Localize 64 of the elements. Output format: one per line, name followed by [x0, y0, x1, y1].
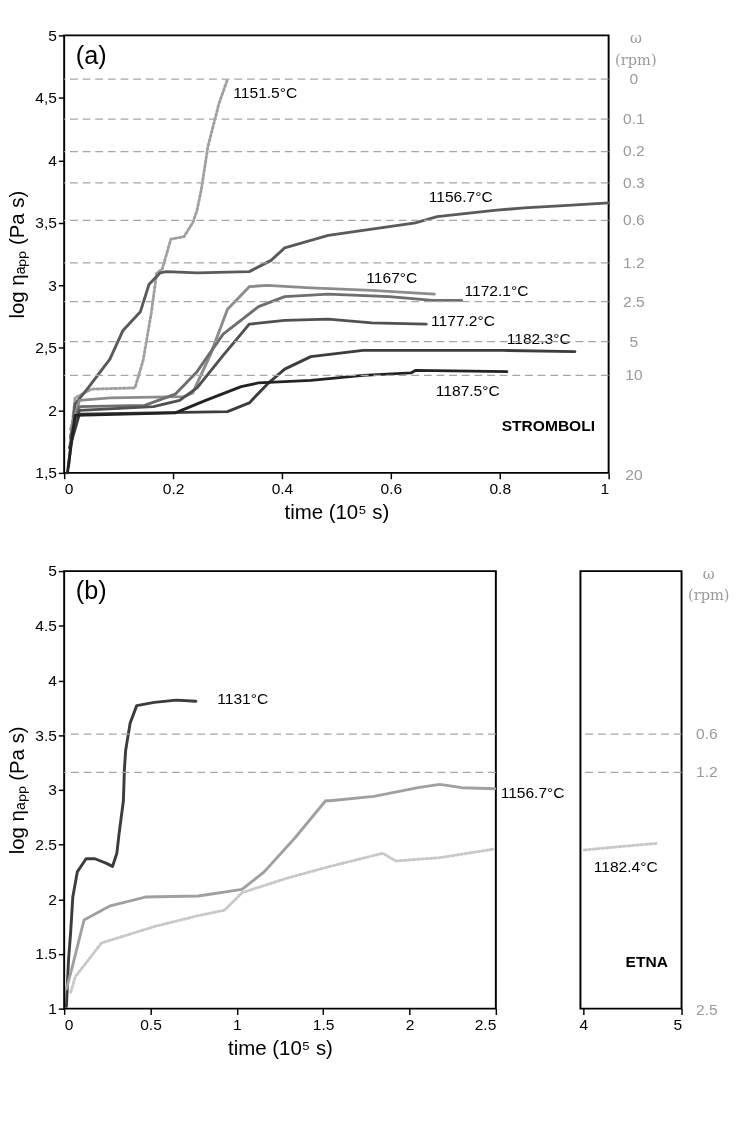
series-label: 1182.4°C	[593, 857, 658, 875]
x-tick-label: 2	[405, 1015, 415, 1033]
y-tick-label: 4,5	[35, 89, 57, 107]
x-tick-label: 0	[64, 1015, 74, 1033]
text: 0.2	[623, 142, 645, 160]
x-tick-label: 0.4	[271, 479, 294, 497]
series-label: 1182.3°C	[506, 329, 571, 347]
y-tick-label: 2	[48, 401, 57, 419]
x-axis-title: time (10⁵ s)	[228, 1036, 333, 1059]
y-tick-label: 4.5	[35, 617, 57, 635]
x-tick-label: 0.2	[162, 479, 185, 497]
series-label: 1177.2°C	[431, 312, 495, 330]
x-tick-label: 4	[579, 1015, 589, 1033]
text: 1.2	[623, 253, 645, 271]
text: 0	[629, 70, 639, 87]
y-tick-label: 5	[48, 562, 57, 580]
text: 5	[629, 332, 639, 350]
y-tick-label: 1.5	[35, 945, 57, 963]
y2-axis-title: ω (rpm)	[615, 29, 657, 68]
x-tick-label: 0.8	[489, 479, 512, 497]
y-tick-label: 3,5	[35, 214, 57, 232]
x-axis-title: time (10⁵ s)	[284, 501, 390, 524]
text: 0.6	[696, 724, 718, 742]
annotation: STROMBOLI	[501, 417, 596, 435]
x-tick-label: 1	[233, 1015, 242, 1033]
text: 0.3	[623, 173, 645, 191]
annotation: (a)	[75, 40, 107, 69]
y-tick-label: 3	[48, 781, 57, 799]
x-tick-label: 5	[673, 1015, 683, 1033]
y-tick-label: 4	[48, 151, 58, 169]
x-tick-label: 0	[64, 479, 74, 497]
y-axis-title: log ηₐₚₚ (Pa s)	[5, 190, 29, 319]
x-tick-label: 1.5	[312, 1015, 335, 1033]
y-tick-label: 2.5	[35, 835, 57, 853]
text: 1.2	[696, 763, 718, 781]
annotation: (b)	[75, 576, 107, 605]
y-axis-title: log ηₐₚₚ (Pa s)	[5, 726, 29, 855]
text: 0.6	[623, 211, 645, 229]
text: 20	[625, 465, 643, 483]
annotation: ETNA	[625, 952, 668, 970]
x-tick-label: 0.5	[140, 1015, 162, 1033]
series-label: 1172.1°C	[464, 281, 529, 299]
x-tick-label: 1	[600, 479, 610, 497]
x-tick-label: 0.6	[380, 479, 403, 497]
y-tick-label: 3	[48, 276, 57, 294]
series-label: 1151.5°C	[233, 83, 298, 101]
series-label: 1156.7°C	[428, 187, 493, 205]
text: 2.5	[623, 292, 645, 310]
x-tick-label: 2.5	[474, 1015, 497, 1033]
series-label: 1187.5°C	[435, 381, 500, 399]
y-tick-label: 5	[48, 26, 57, 44]
y-tick-label: 4	[48, 671, 58, 689]
series-label: 1156.7°C	[500, 783, 565, 801]
y2-axis-title: ω (rpm)	[688, 564, 730, 604]
y-tick-label: 1,5	[35, 464, 57, 482]
y-tick-label: 1	[48, 999, 57, 1017]
y-tick-label: 2	[48, 890, 57, 908]
y-tick-label: 2,5	[35, 339, 57, 357]
series-label: 1167°C	[366, 269, 418, 287]
text: 10	[625, 366, 643, 384]
y-tick-label: 3.5	[35, 726, 57, 744]
text: 0.1	[623, 110, 645, 127]
text: 2.5	[696, 1001, 718, 1019]
series-label: 1131°C	[217, 690, 269, 708]
